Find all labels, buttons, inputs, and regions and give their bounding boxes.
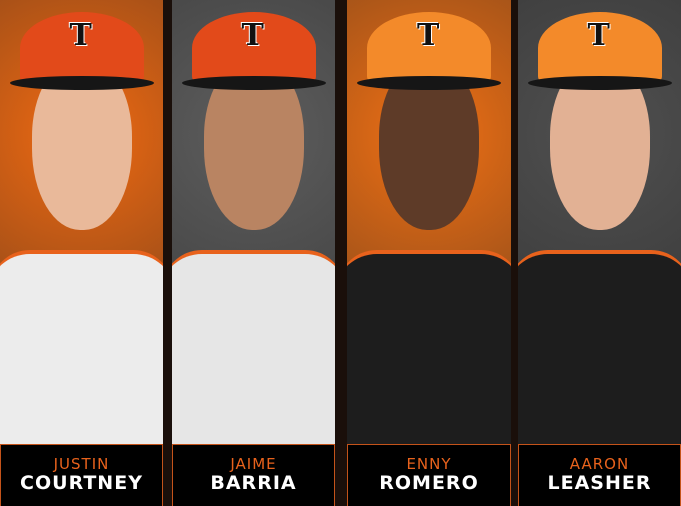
player-card: T JAIME BARRIA [172, 0, 335, 506]
name-plate: JAIME BARRIA [172, 444, 335, 506]
player-last-name: BARRIA [210, 472, 297, 494]
cap [537, 12, 662, 84]
player-first-name: JUSTIN [53, 455, 110, 473]
jersey [518, 250, 681, 454]
name-plate: JUSTIN COURTNEY [0, 444, 163, 506]
name-plate: ENNY ROMERO [347, 444, 511, 506]
name-plate: AARON LEASHER [518, 444, 681, 506]
cap-brim [181, 76, 326, 90]
cap-brim [527, 76, 672, 90]
cap-logo: T [69, 18, 92, 53]
player-photo: T [0, 0, 163, 454]
player-last-name: LEASHER [547, 472, 652, 494]
player-photo: T [172, 0, 335, 454]
player-card: T AARON LEASHER [518, 0, 681, 506]
player-last-name: COURTNEY [20, 472, 143, 494]
cap-brim [9, 76, 154, 90]
player-first-name: JAIME [230, 455, 277, 473]
cap-logo: T [587, 18, 610, 53]
player-first-name: AARON [569, 455, 630, 473]
cap-logo: T [417, 18, 440, 53]
player-photo: T [347, 0, 511, 454]
cap-brim [357, 76, 501, 90]
player-last-name: ROMERO [379, 472, 479, 494]
jersey [347, 250, 511, 454]
player-photo: T [518, 0, 681, 454]
cap [191, 12, 316, 84]
cap [367, 12, 491, 84]
cap [19, 12, 144, 84]
player-card: T JUSTIN COURTNEY [0, 0, 163, 506]
player-first-name: ENNY [406, 455, 452, 473]
jersey [0, 250, 163, 454]
player-card: T ENNY ROMERO [347, 0, 511, 506]
cap-logo: T [241, 18, 264, 53]
jersey [172, 250, 335, 454]
